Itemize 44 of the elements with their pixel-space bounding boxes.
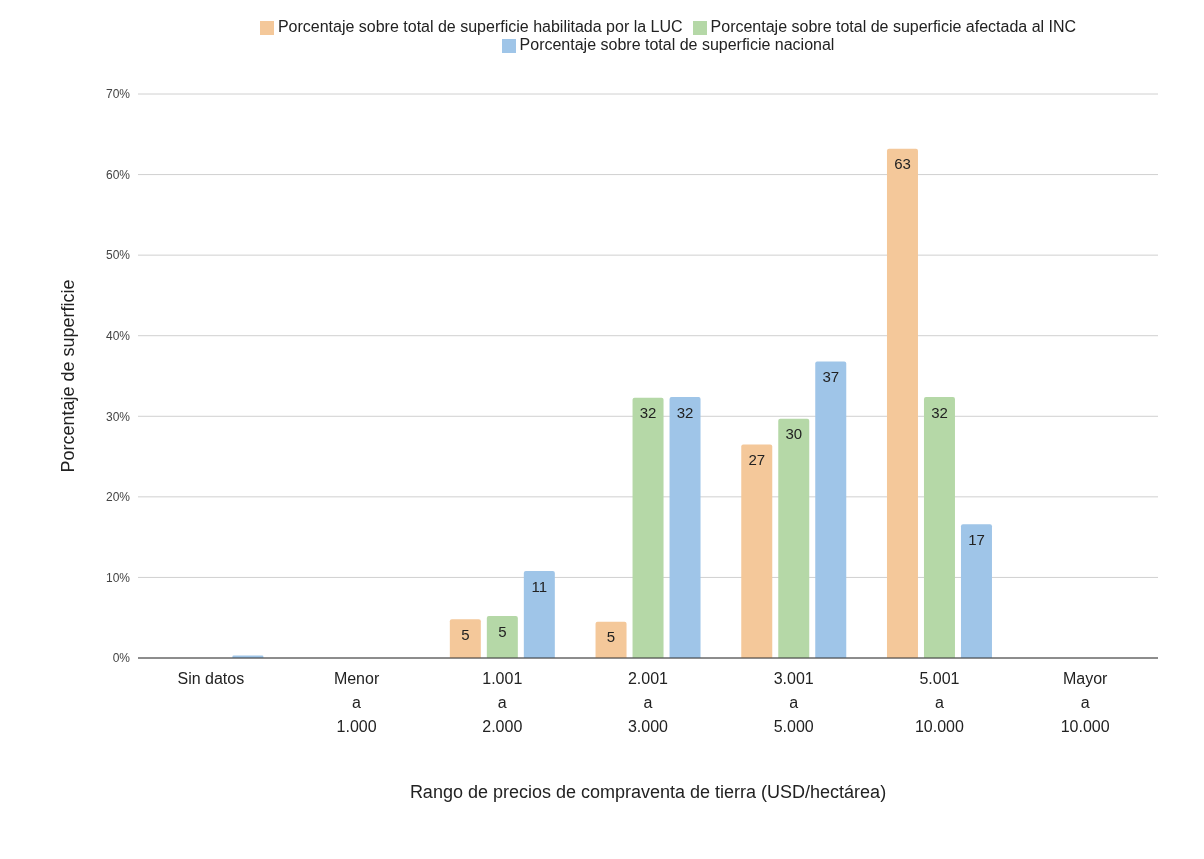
x-tick-label: Mayor a 10.000: [1060, 670, 1110, 735]
y-tick-label: 70%: [105, 87, 131, 102]
bar: [486, 616, 518, 658]
bar: [886, 148, 918, 658]
bar: [960, 524, 992, 658]
legend-label: Porcentaje sobre total de superficie nacional: [519, 36, 835, 53]
x-tick-label: Menor a 1.000: [333, 670, 380, 735]
y-tick-label: 40%: [105, 328, 131, 343]
data-label: 5: [606, 628, 616, 646]
bar: [741, 444, 773, 658]
y-tick-label: 10%: [105, 570, 131, 585]
bar: [449, 619, 481, 658]
data-label: 30: [785, 425, 803, 443]
data-label: 5: [461, 625, 470, 643]
x-tick-label: 3.001 a 5.000: [773, 670, 814, 735]
legend-label: Porcentaje sobre total de superficie habilitada por la LUC: [277, 18, 683, 35]
legend-label: Porcentaje sobre total de superficie afectada al INC: [710, 18, 1077, 35]
y-tick-label: 50%: [105, 248, 131, 263]
y-tick-label: 20%: [105, 490, 131, 505]
data-label: 63: [894, 155, 911, 173]
data-label: 5: [498, 622, 507, 640]
data-label: 17: [968, 530, 985, 548]
x-tick-label: Sin datos: [177, 670, 245, 687]
data-label: 32: [676, 403, 694, 421]
data-label: 27: [748, 451, 766, 469]
data-label: 32: [639, 404, 657, 422]
bar: [669, 396, 701, 658]
y-axis-title: Porcentaje de superficie: [58, 279, 79, 473]
bar: [815, 361, 847, 658]
x-axis-title: Rango de precios de compraventa de tierra (USD/hectárea): [409, 782, 887, 802]
data-label: 37: [822, 368, 840, 386]
x-tick-label: 2.001 a 3.000: [627, 670, 669, 735]
bar: [523, 570, 555, 658]
x-tick-label: 1.001 a 2.000: [482, 670, 523, 735]
bar: [923, 396, 955, 658]
y-tick-label: 30%: [105, 409, 131, 424]
x-tick-label: 5.001 a 10.000: [914, 670, 964, 735]
bar: [778, 418, 810, 658]
y-tick-label: 0%: [112, 651, 131, 666]
bar: [595, 621, 627, 658]
data-label: 11: [531, 577, 548, 595]
data-label: 32: [931, 403, 948, 421]
bar: [632, 397, 664, 658]
y-tick-label: 60%: [105, 167, 131, 182]
